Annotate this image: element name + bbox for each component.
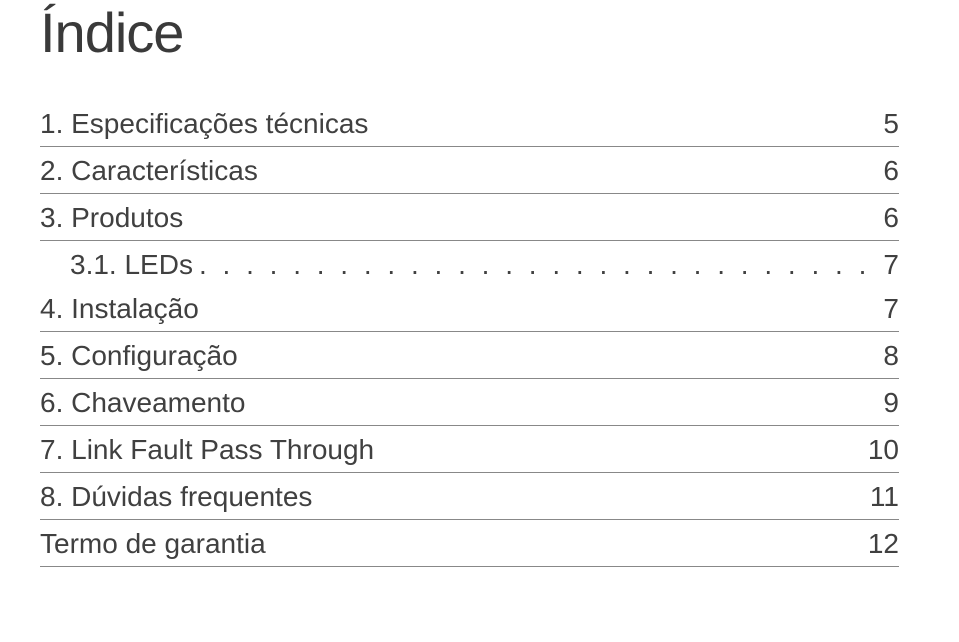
toc-page-number: 7 (875, 293, 899, 325)
toc-page-number: 8 (875, 340, 899, 372)
toc-page-number: 5 (875, 108, 899, 140)
toc-label: 6. Chaveamento (40, 387, 245, 419)
toc-entry: 5. Configuração 8 (40, 332, 899, 379)
toc-line: 5. Configuração 8 (40, 340, 899, 372)
toc-line: 4. Instalação 7 (40, 293, 899, 325)
toc-page-number: 6 (875, 202, 899, 234)
toc-label: 7. Link Fault Pass Through (40, 434, 374, 466)
toc-entry: 2. Características 6 (40, 147, 899, 194)
toc-label: 4. Instalação (40, 293, 199, 325)
toc-line: 2. Características 6 (40, 155, 899, 187)
toc-line: 8. Dúvidas frequentes 11 (40, 481, 899, 513)
toc-entry: 6. Chaveamento 9 (40, 379, 899, 426)
toc-line: 7. Link Fault Pass Through 10 (40, 434, 899, 466)
toc-label: 1. Especificações técnicas (40, 108, 368, 140)
toc-page-number: 6 (875, 155, 899, 187)
toc-line: 3. Produtos 6 (40, 202, 899, 234)
toc-entry: 4. Instalação 7 (40, 285, 899, 332)
toc-page-number: 12 (860, 528, 899, 560)
toc-page-number: 9 (875, 387, 899, 419)
toc-entry: Termo de garantia 12 (40, 520, 899, 567)
toc-line: 1. Especificações técnicas 5 (40, 108, 899, 140)
toc-label: 3. Produtos (40, 202, 183, 234)
toc-line: 6. Chaveamento 9 (40, 387, 899, 419)
toc-line: 3.1. LEDs. . . . . . . . . . . . . . . .… (70, 249, 899, 281)
toc-sub-entry: 3.1. LEDs. . . . . . . . . . . . . . . .… (40, 241, 899, 285)
page-title: Índice (40, 0, 899, 65)
toc-entry: 1. Especificações técnicas 5 (40, 100, 899, 147)
toc-page-number: 7 (875, 249, 899, 281)
leader-dots: . . . . . . . . . . . . . . . . . . . . … (193, 249, 875, 281)
toc-page-number: 11 (862, 481, 899, 513)
toc-label: 5. Configuração (40, 340, 238, 372)
toc-label: 3.1. LEDs (70, 249, 193, 281)
toc-entry: 8. Dúvidas frequentes 11 (40, 473, 899, 520)
toc-label: 2. Características (40, 155, 258, 187)
toc-entry: 3. Produtos 6 (40, 194, 899, 241)
toc-label: Termo de garantia (40, 528, 266, 560)
toc-line: Termo de garantia 12 (40, 528, 899, 560)
toc-container: 1. Especificações técnicas 5 2. Caracterís… (40, 100, 899, 567)
toc-entry: 7. Link Fault Pass Through 10 (40, 426, 899, 473)
toc-page-number: 10 (860, 434, 899, 466)
toc-label: 8. Dúvidas frequentes (40, 481, 312, 513)
